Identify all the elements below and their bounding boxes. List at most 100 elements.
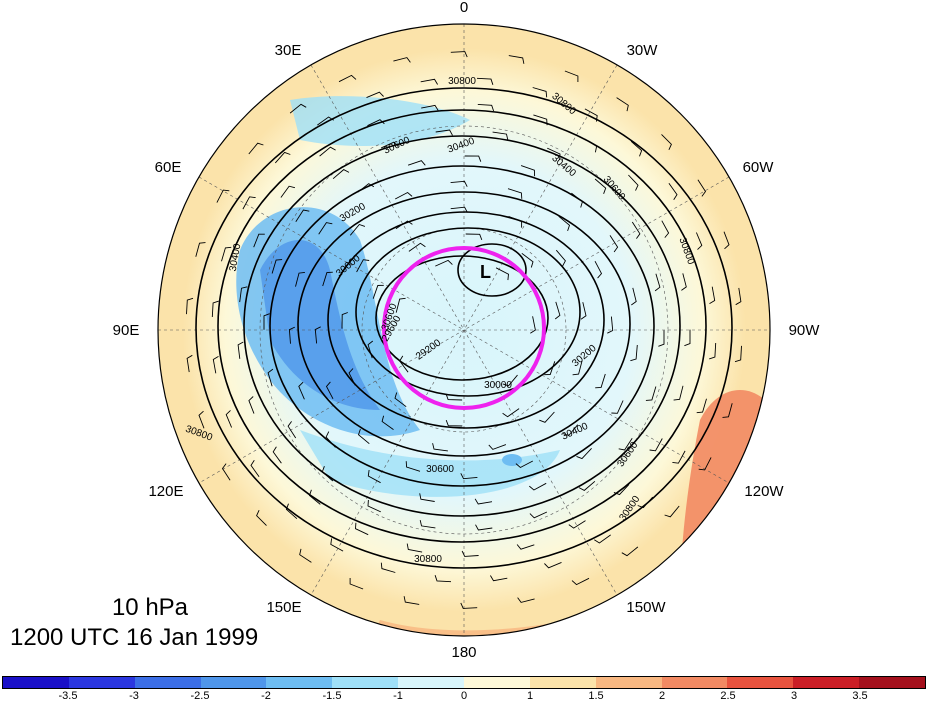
wind-barb [186, 354, 193, 373]
wind-barb [299, 548, 312, 563]
wind-barb [539, 411, 555, 423]
contour-label: 30000 [484, 380, 512, 391]
wind-barb [341, 312, 348, 329]
wind-barb [654, 273, 661, 292]
wind-barb [248, 142, 264, 155]
wind-barb [502, 374, 518, 387]
wind-barb [529, 511, 548, 519]
wind-barb [628, 174, 639, 191]
wind-barb [508, 215, 523, 228]
wind-barbs [186, 51, 742, 609]
low-pressure-marker: L [480, 262, 491, 282]
wind-barb [490, 575, 508, 582]
wind-barb [248, 396, 255, 414]
colorbar-tick-label: -3.5 [58, 690, 78, 702]
colorbar-segment [727, 677, 794, 688]
wind-barb [308, 489, 321, 505]
wind-barb [637, 496, 654, 509]
wind-barb [578, 480, 596, 491]
colorbar-segment [332, 677, 399, 688]
wind-barb [394, 191, 413, 200]
wind-barb [317, 116, 334, 126]
wind-barb [697, 179, 707, 197]
wind-barb [357, 183, 375, 193]
wind-barb [198, 410, 205, 429]
wind-barb [394, 392, 407, 408]
wind-barb [289, 103, 307, 114]
wind-barb [722, 403, 733, 418]
wind-barb [507, 188, 523, 199]
wind-barb [515, 460, 534, 469]
wind-barb [681, 273, 687, 291]
wind-barb [492, 131, 509, 140]
lon-label-0: 0 [460, 0, 468, 16]
wind-barb [595, 373, 606, 389]
wind-barb [502, 408, 520, 418]
wind-barb [288, 326, 295, 344]
wind-barb [520, 165, 536, 177]
wind-barb [367, 119, 385, 127]
colorbar-segment [266, 677, 333, 688]
wind-barb [419, 520, 436, 529]
wind-barb [372, 284, 384, 299]
colorbar-tick-label: 2 [658, 690, 666, 702]
colorbar-segment [3, 677, 69, 688]
wind-barb [367, 499, 381, 513]
wind-barb [367, 469, 381, 484]
lon-label-150w: 150W [626, 599, 666, 616]
highlight-circle [382, 246, 546, 410]
colorbar-segment [68, 677, 135, 688]
wind-barb [211, 300, 219, 318]
wind-barb [735, 287, 742, 306]
lon-label-120e: 120E [148, 483, 183, 500]
wind-barb [516, 544, 535, 550]
wind-barb [434, 575, 452, 583]
wind-barb [658, 330, 665, 347]
wind-barb [195, 242, 206, 257]
wind-barb [321, 466, 334, 482]
wind-barb [488, 444, 507, 450]
wind-barb [464, 155, 482, 162]
wind-barb [318, 222, 333, 235]
colorbar-tick-label: 1 [526, 690, 534, 702]
cold-anomaly-west-core [260, 240, 380, 410]
colorbar-segment [595, 677, 662, 688]
colorbar-tick-label: -3 [129, 690, 139, 702]
wind-barb [564, 70, 579, 82]
wind-barb [723, 231, 730, 250]
wind-barb [477, 103, 495, 112]
graticule [158, 24, 770, 636]
wind-barb [594, 534, 611, 544]
wind-barb [672, 450, 686, 464]
wind-barb [529, 482, 547, 491]
wind-barb [554, 301, 561, 320]
colorbar-tick-label: 2.5 [720, 690, 736, 702]
wind-barb [253, 233, 265, 248]
cold-anomaly-south [300, 430, 560, 497]
wind-barb [272, 446, 282, 464]
wind-barb [225, 410, 233, 428]
wind-barb [631, 221, 641, 239]
wind-barb [544, 361, 556, 376]
colorbar-tick-label: -2 [261, 690, 271, 702]
wind-barb [461, 550, 479, 557]
wind-barb [287, 421, 297, 439]
wind-barb [495, 267, 509, 281]
wind-barb [460, 602, 478, 609]
wind-barb [695, 232, 703, 250]
wind-barb [395, 220, 413, 230]
wind-barb [571, 192, 583, 208]
wind-barb [216, 189, 230, 203]
wind-barb [568, 520, 586, 529]
colorbar-tick-label: 0 [460, 690, 468, 702]
wind-barb [508, 55, 525, 64]
wind-barb [221, 463, 231, 481]
wind-barb [267, 368, 274, 387]
wind-barb [630, 140, 643, 157]
wind-barb [609, 235, 619, 253]
wind-barb [237, 341, 244, 359]
wind-barb [239, 286, 248, 303]
lon-label-30w: 30W [627, 42, 659, 59]
wind-barb [314, 326, 321, 344]
wind-barb [349, 223, 366, 236]
